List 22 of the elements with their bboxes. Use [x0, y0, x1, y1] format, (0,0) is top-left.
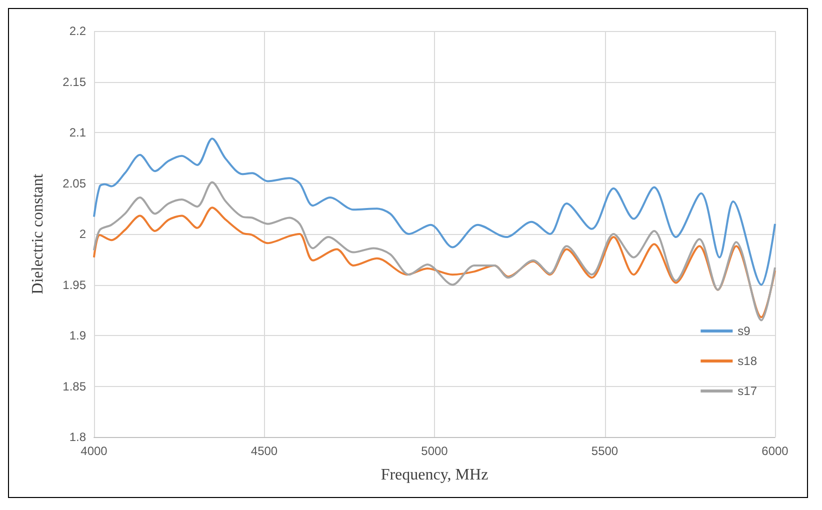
y-tick-label: 2.05 [62, 176, 86, 190]
y-tick-label: 2.15 [62, 74, 86, 89]
line-series [93, 206, 776, 318]
y-tick-label: 2.2 [69, 24, 86, 38]
x-tick-label: 5500 [591, 444, 618, 458]
legend-label: s17 [738, 384, 758, 398]
y-tick-label: 2 [79, 227, 86, 241]
x-tick-label: 4500 [250, 444, 278, 458]
y-tick-label: 1.85 [62, 379, 86, 394]
line-series [93, 181, 776, 322]
y-tick-label: 1.8 [69, 430, 86, 444]
y-tick-label: 1.95 [62, 278, 86, 292]
x-axis-title: Frequency, MHz [380, 466, 488, 484]
legend-label: s9 [738, 324, 751, 338]
x-tick-label: 6000 [762, 444, 789, 458]
x-tick-label: 5000 [421, 444, 448, 458]
line-series [93, 138, 776, 286]
y-tick-label: 1.9 [69, 328, 86, 342]
x-tick-label: 4000 [80, 444, 108, 458]
legend-label: s18 [738, 354, 758, 368]
y-axis-title: Dielectric constant [30, 173, 46, 294]
y-tick-label: 2.1 [69, 126, 86, 140]
